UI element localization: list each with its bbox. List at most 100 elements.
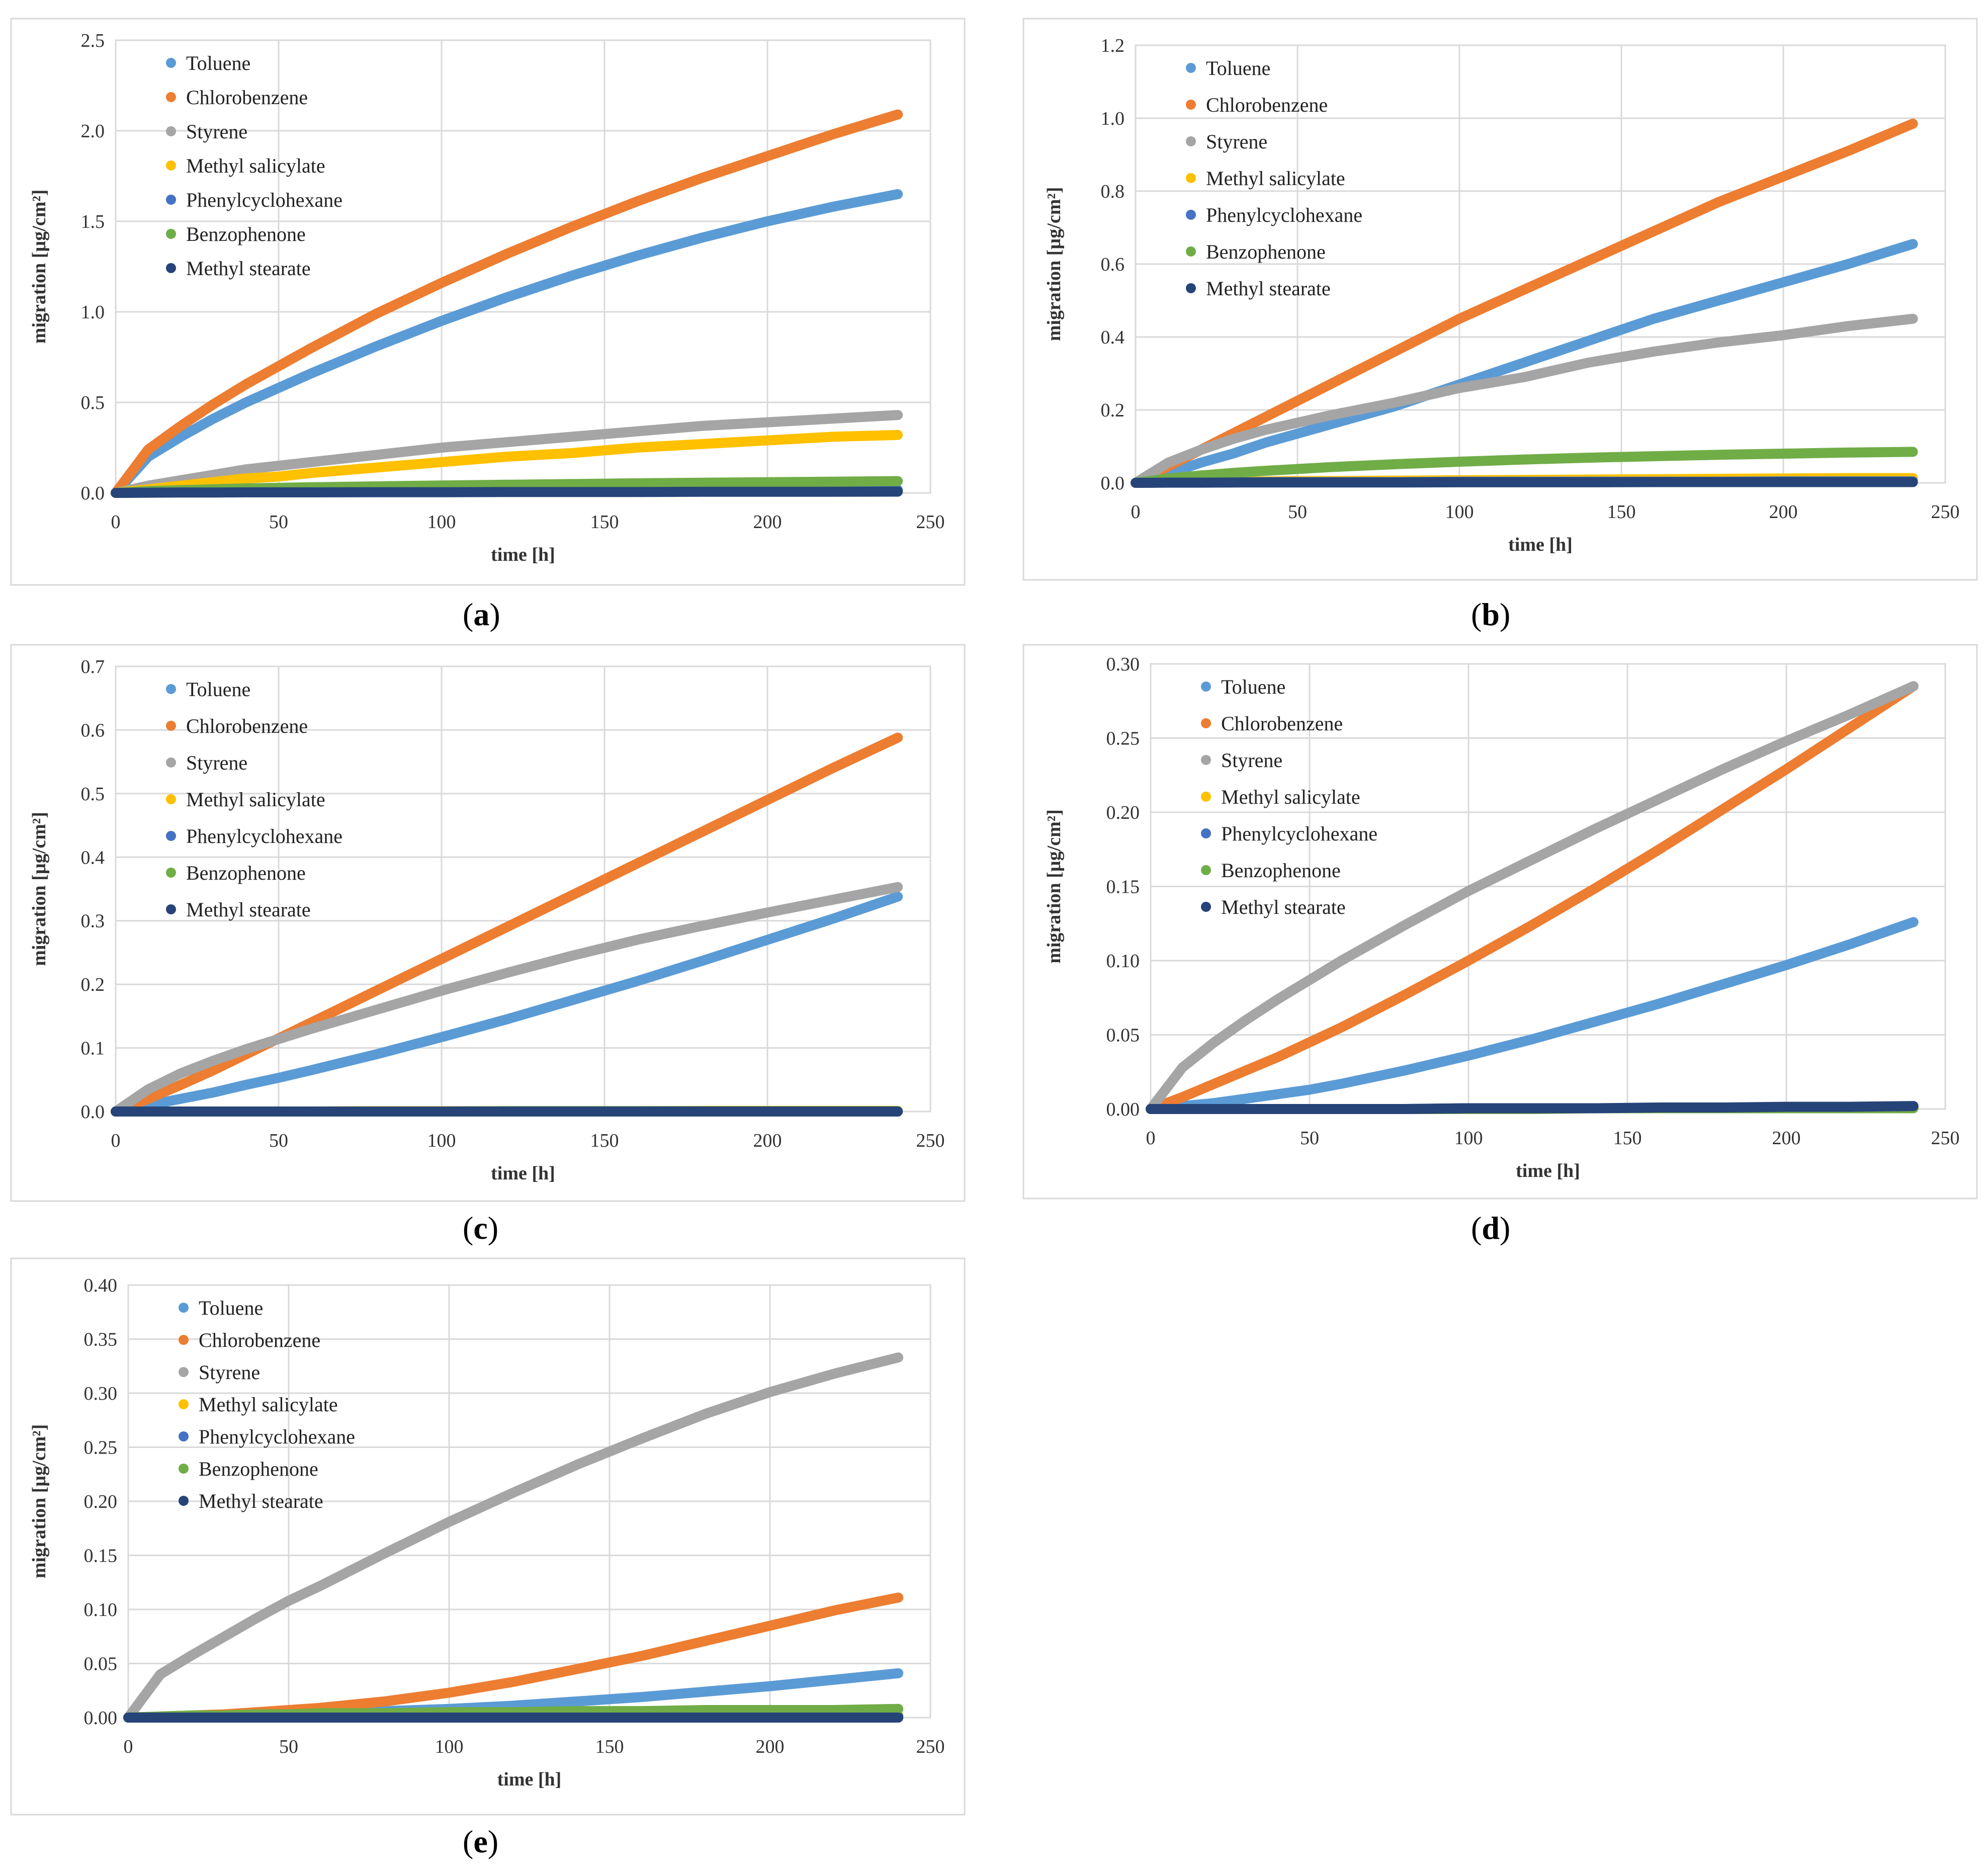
- chart-a-legend-label-chlorobenzene: Chlorobenzene: [186, 86, 308, 109]
- chart-d-legend-label-styrene: Styrene: [1221, 749, 1282, 772]
- chart-e-x-tick-label: 50: [279, 1736, 298, 1757]
- chart-d-series-toluene: [1146, 917, 1919, 1114]
- chart-c-legend-marker-phenylcyclohexane: [166, 831, 176, 841]
- panel-label-e: (e): [463, 1824, 499, 1859]
- chart-a-legend-marker-styrene: [166, 126, 176, 136]
- chart-a-y-tick-label: 1.0: [81, 302, 105, 323]
- chart-e-legend-label-methyl-stearate: Methyl stearate: [199, 1490, 323, 1512]
- chart-e-legend-label-methyl-salicylate: Methyl salicylate: [199, 1393, 338, 1416]
- chart-d-legend-label-methyl-salicylate: Methyl salicylate: [1221, 786, 1360, 808]
- chart-e-legend-label-styrene: Styrene: [199, 1361, 260, 1384]
- chart-b-legend-label-phenylcyclohexane: Phenylcyclohexane: [1206, 204, 1362, 226]
- chart-c-series-styrene: [111, 882, 903, 1117]
- panel-label-b: (b): [1471, 596, 1511, 632]
- chart-a-series-styrene: [111, 410, 903, 498]
- chart-e-legend-marker-methyl-stearate: [179, 1496, 189, 1506]
- chart-c-y-tick-label: 0.0: [81, 1101, 105, 1123]
- chart-a-legend-marker-chlorobenzene: [166, 92, 176, 102]
- chart-a-legend-marker-benzophenone: [166, 229, 176, 239]
- chart-d-series-chlorobenzene: [1146, 681, 1919, 1114]
- chart-e-legend-marker-phenylcyclohexane: [179, 1431, 189, 1441]
- chart-c-x-tick-label: 250: [916, 1130, 945, 1151]
- chart-a-y-tick-label: 2.5: [81, 30, 105, 51]
- chart-a-legend-marker-methyl-stearate: [166, 263, 176, 273]
- chart-b-legend-label-methyl-salicylate: Methyl salicylate: [1206, 167, 1345, 190]
- chart-b-svg: 0.0 0.2 0.4 0.6 0.8 1.0 1.2 0 50 100 150 200 250 time…: [1022, 18, 1978, 581]
- chart-b-legend-label-chlorobenzene: Chlorobenzene: [1206, 94, 1328, 116]
- chart-e-x-tick-label: 100: [435, 1736, 464, 1757]
- chart-c-legend-label-styrene: Styrene: [186, 751, 247, 774]
- chart-b-series-styrene: [1131, 313, 1918, 488]
- chart-b-y-tick-label: 0.0: [1101, 473, 1125, 494]
- chart-a-legend-label-phenylcyclohexane: Phenylcyclohexane: [186, 189, 342, 211]
- chart-a-y-axis-title: migration [µg/cm²]: [29, 190, 50, 344]
- chart-a-x-tick-label: 0: [111, 512, 121, 533]
- chart-d-legend-label-benzophenone: Benzophenone: [1221, 859, 1341, 882]
- chart-c-legend-label-methyl-stearate: Methyl stearate: [186, 898, 311, 921]
- chart-d-y-axis-title: migration [µg/cm²]: [1044, 809, 1065, 964]
- chart-e-x-tick-label: 0: [124, 1736, 133, 1757]
- chart-d-y-tick-label: 0.10: [1106, 951, 1140, 972]
- chart-c-y-tick-label: 0.5: [81, 784, 105, 805]
- chart-d-legend-marker-methyl-salicylate: [1201, 792, 1211, 802]
- chart-c-legend-marker-benzophenone: [166, 868, 176, 878]
- chart-c-x-axis-title: time [h]: [491, 1163, 555, 1184]
- chart-b-x-tick-label: 0: [1131, 501, 1141, 523]
- chart-b-series-benzophenone: [1131, 447, 1918, 488]
- chart-d-legend-marker-methyl-stearate: [1201, 902, 1211, 912]
- chart-b-y-tick-label: 0.4: [1101, 327, 1125, 348]
- chart-d-x-tick-label: 50: [1300, 1128, 1319, 1149]
- chart-b-legend-marker-styrene: [1186, 136, 1196, 146]
- chart-c-y-tick-label: 0.1: [81, 1038, 105, 1059]
- chart-b-legend-label-benzophenone: Benzophenone: [1206, 240, 1326, 263]
- chart-b-x-tick-label: 50: [1288, 501, 1307, 523]
- chart-a-legend-label-methyl-salicylate: Methyl salicylate: [186, 154, 325, 177]
- chart-e-x-tick-label: 250: [916, 1736, 945, 1757]
- chart-b-legend-marker-phenylcyclohexane: [1186, 210, 1196, 220]
- chart-c-y-tick-label: 0.7: [81, 656, 105, 677]
- chart-e-legend-marker-styrene: [179, 1367, 189, 1377]
- chart-e-legend-label-benzophenone: Benzophenone: [199, 1458, 318, 1480]
- chart-e-legend-label-toluene: Toluene: [199, 1297, 263, 1319]
- chart-c-y-tick-label: 0.4: [81, 847, 105, 868]
- chart-c-legend-marker-methyl-stearate: [166, 904, 176, 914]
- chart-e-y-tick-label: 0.40: [84, 1275, 118, 1296]
- chart-b-y-tick-label: 0.2: [1101, 400, 1125, 421]
- chart-b-legend-marker-chlorobenzene: [1186, 100, 1196, 110]
- panel-label-a: (a): [463, 596, 500, 632]
- chart-d-y-tick-label: 0.05: [1106, 1025, 1140, 1046]
- chart-c-x-tick-label: 50: [269, 1130, 288, 1151]
- chart-d-y-tick-label: 0.20: [1106, 802, 1140, 823]
- chart-e-y-tick-label: 0.20: [84, 1491, 118, 1512]
- chart-a-series-chlorobenzene: [111, 109, 903, 498]
- chart-a-svg: 0.0 0.5 1.0 1.5 2.0 2.5 0 50 100 150 200 250 time [h…: [10, 18, 966, 586]
- chart-c-legend-label-phenylcyclohexane: Phenylcyclohexane: [186, 825, 342, 847]
- chart-b-y-tick-label: 1.0: [1101, 108, 1125, 129]
- chart-d-series-styrene: [1146, 681, 1919, 1114]
- chart-b-x-tick-label: 200: [1769, 501, 1798, 523]
- chart-c-y-tick-label: 0.2: [81, 974, 105, 995]
- chart-c-legend-label-chlorobenzene: Chlorobenzene: [186, 715, 308, 737]
- chart-c-y-tick-label: 0.6: [81, 720, 105, 741]
- chart-c-x-tick-label: 100: [427, 1130, 456, 1151]
- chart-d-legend-marker-styrene: [1201, 755, 1211, 765]
- chart-a-x-tick-label: 200: [753, 512, 782, 533]
- chart-e-legend-marker-methyl-salicylate: [179, 1399, 189, 1409]
- chart-c-y-axis-title: migration [µg/cm²]: [29, 812, 50, 966]
- chart-a-x-tick-label: 50: [269, 512, 288, 533]
- chart-c-y-tick-label: 0.3: [81, 911, 105, 932]
- chart-a-series-toluene: [111, 189, 903, 498]
- chart-panel-a: 0.0 0.5 1.0 1.5 2.0 2.5 0 50 100 150 200 250 time [h…: [10, 18, 966, 586]
- chart-a-legend-label-styrene: Styrene: [186, 120, 247, 143]
- panel-label-c: (c): [463, 1210, 499, 1246]
- chart-d-y-tick-label: 0.30: [1106, 654, 1140, 675]
- chart-c-plot-area: [115, 665, 931, 1113]
- chart-panel-d: 0.00 0.05 0.10 0.15 0.20 0.25 0.30 0 50 100 150 200…: [1022, 644, 1978, 1200]
- chart-c-legend-label-methyl-salicylate: Methyl salicylate: [186, 788, 325, 811]
- chart-d-legend-label-chlorobenzene: Chlorobenzene: [1221, 712, 1343, 735]
- chart-e-series-styrene: [123, 1352, 904, 1723]
- chart-b-legend-label-methyl-stearate: Methyl stearate: [1206, 277, 1331, 300]
- chart-b-legend-marker-methyl-salicylate: [1186, 173, 1196, 183]
- chart-a-y-tick-label: 0.0: [81, 483, 105, 504]
- chart-c-legend-marker-chlorobenzene: [166, 721, 176, 731]
